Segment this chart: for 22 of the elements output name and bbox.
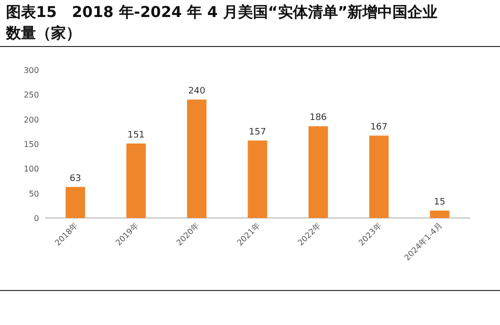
- bar: [126, 144, 146, 218]
- data-label: 151: [127, 130, 145, 141]
- y-tick-label: 150: [24, 140, 39, 149]
- y-tick-label: 0: [34, 214, 39, 223]
- data-label: 15: [434, 198, 446, 208]
- bar: [187, 100, 206, 218]
- data-label: 240: [188, 86, 206, 97]
- y-tick-label: 50: [28, 189, 39, 198]
- bar: [308, 126, 328, 218]
- data-label: 63: [70, 174, 82, 184]
- data-label: 157: [248, 128, 266, 138]
- y-tick-label: 250: [24, 90, 39, 100]
- data-label: 186: [310, 113, 328, 124]
- data-label: 167: [370, 122, 388, 133]
- bar: [248, 140, 268, 218]
- y-tick-label: 200: [24, 115, 39, 124]
- y-tick-label: 300: [24, 66, 39, 75]
- bar: [430, 210, 450, 218]
- bar: [369, 136, 389, 218]
- chart-title: 图表15 2018 年-2024 年 4 月美国“实体清单”新增中国企业数量（家）: [6, 2, 439, 44]
- y-tick-label: 100: [24, 164, 39, 174]
- bar: [66, 186, 86, 218]
